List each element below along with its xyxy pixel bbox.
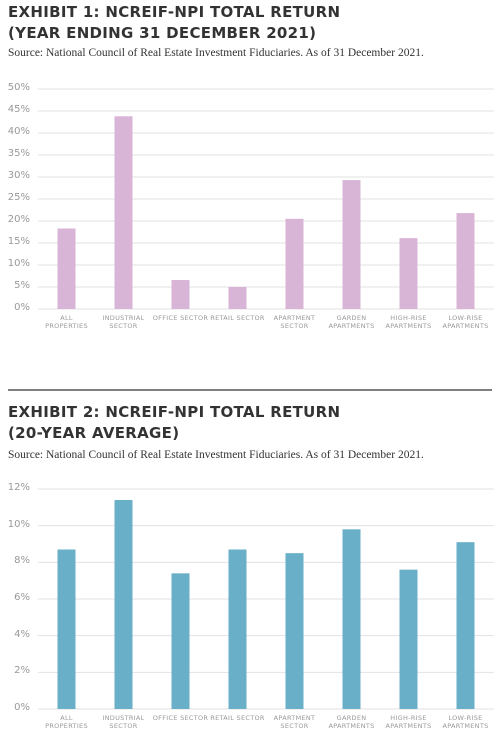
bar <box>399 238 418 309</box>
y-tick-label: 2% <box>14 665 30 677</box>
bar <box>456 542 475 709</box>
y-tick-label: 0% <box>14 302 30 313</box>
bar <box>171 279 190 309</box>
bar <box>57 228 76 309</box>
y-tick-label: 30% <box>7 170 30 181</box>
bar <box>399 569 418 709</box>
x-tick-label: RETAIL SECTOR <box>210 714 265 722</box>
y-tick-label: 40% <box>7 126 30 137</box>
y-tick-label: 20% <box>7 214 30 225</box>
bar <box>285 553 304 709</box>
bar <box>285 218 304 309</box>
bar <box>171 573 190 709</box>
bar <box>114 500 133 709</box>
x-tick-label: ALL PROPERTIES <box>45 714 88 730</box>
y-tick-label: 35% <box>7 148 30 159</box>
y-tick-label: 15% <box>7 236 30 247</box>
chart-title: EXHIBIT 1: NCREIF-NPI TOTAL RETURN (YEAR… <box>8 3 341 42</box>
y-tick-label: 10% <box>7 518 30 530</box>
x-tick-label: INDUSTRIAL SECTOR <box>102 714 145 730</box>
bar <box>342 529 361 709</box>
bar <box>114 116 133 309</box>
bar <box>342 180 361 309</box>
bar <box>57 549 76 709</box>
chart-subtitle: Source: National Council of Real Estate … <box>8 47 424 59</box>
bar <box>228 549 247 709</box>
x-tick-label: APARTMENT SECTOR <box>273 714 316 730</box>
chart-subtitle: Source: National Council of Real Estate … <box>8 449 424 461</box>
y-tick-label: 45% <box>7 104 30 115</box>
y-tick-label: 50% <box>7 82 30 93</box>
x-tick-label: GARDEN APARTMENTS <box>328 314 375 330</box>
y-tick-label: 12% <box>7 482 30 493</box>
y-tick-label: 25% <box>7 192 30 203</box>
y-tick-label: 10% <box>7 258 30 269</box>
x-tick-label: LOW-RISE APARTMENTS <box>442 714 489 730</box>
x-tick-label: OFFICE SECTOR <box>152 714 209 722</box>
y-tick-label: 6% <box>14 592 30 603</box>
x-tick-label: INDUSTRIAL SECTOR <box>102 314 145 330</box>
x-tick-label: ALL PROPERTIES <box>45 314 88 330</box>
y-tick-label: 8% <box>14 555 30 567</box>
x-tick-label: OFFICE SECTOR <box>152 314 209 322</box>
y-tick-label: 0% <box>14 702 30 713</box>
x-tick-label: LOW-RISE APARTMENTS <box>442 314 489 330</box>
bar <box>456 213 475 309</box>
x-tick-label: APARTMENT SECTOR <box>273 314 316 330</box>
y-tick-label: 4% <box>14 628 30 640</box>
x-tick-label: RETAIL SECTOR <box>210 314 265 322</box>
chart-title: EXHIBIT 2: NCREIF-NPI TOTAL RETURN (20-Y… <box>8 403 341 442</box>
x-tick-label: HIGH-RISE APARTMENTS <box>385 314 432 330</box>
x-tick-label: HIGH-RISE APARTMENTS <box>385 714 432 730</box>
y-tick-label: 5% <box>14 280 30 291</box>
x-tick-label: GARDEN APARTMENTS <box>328 714 375 730</box>
bar <box>228 287 247 309</box>
